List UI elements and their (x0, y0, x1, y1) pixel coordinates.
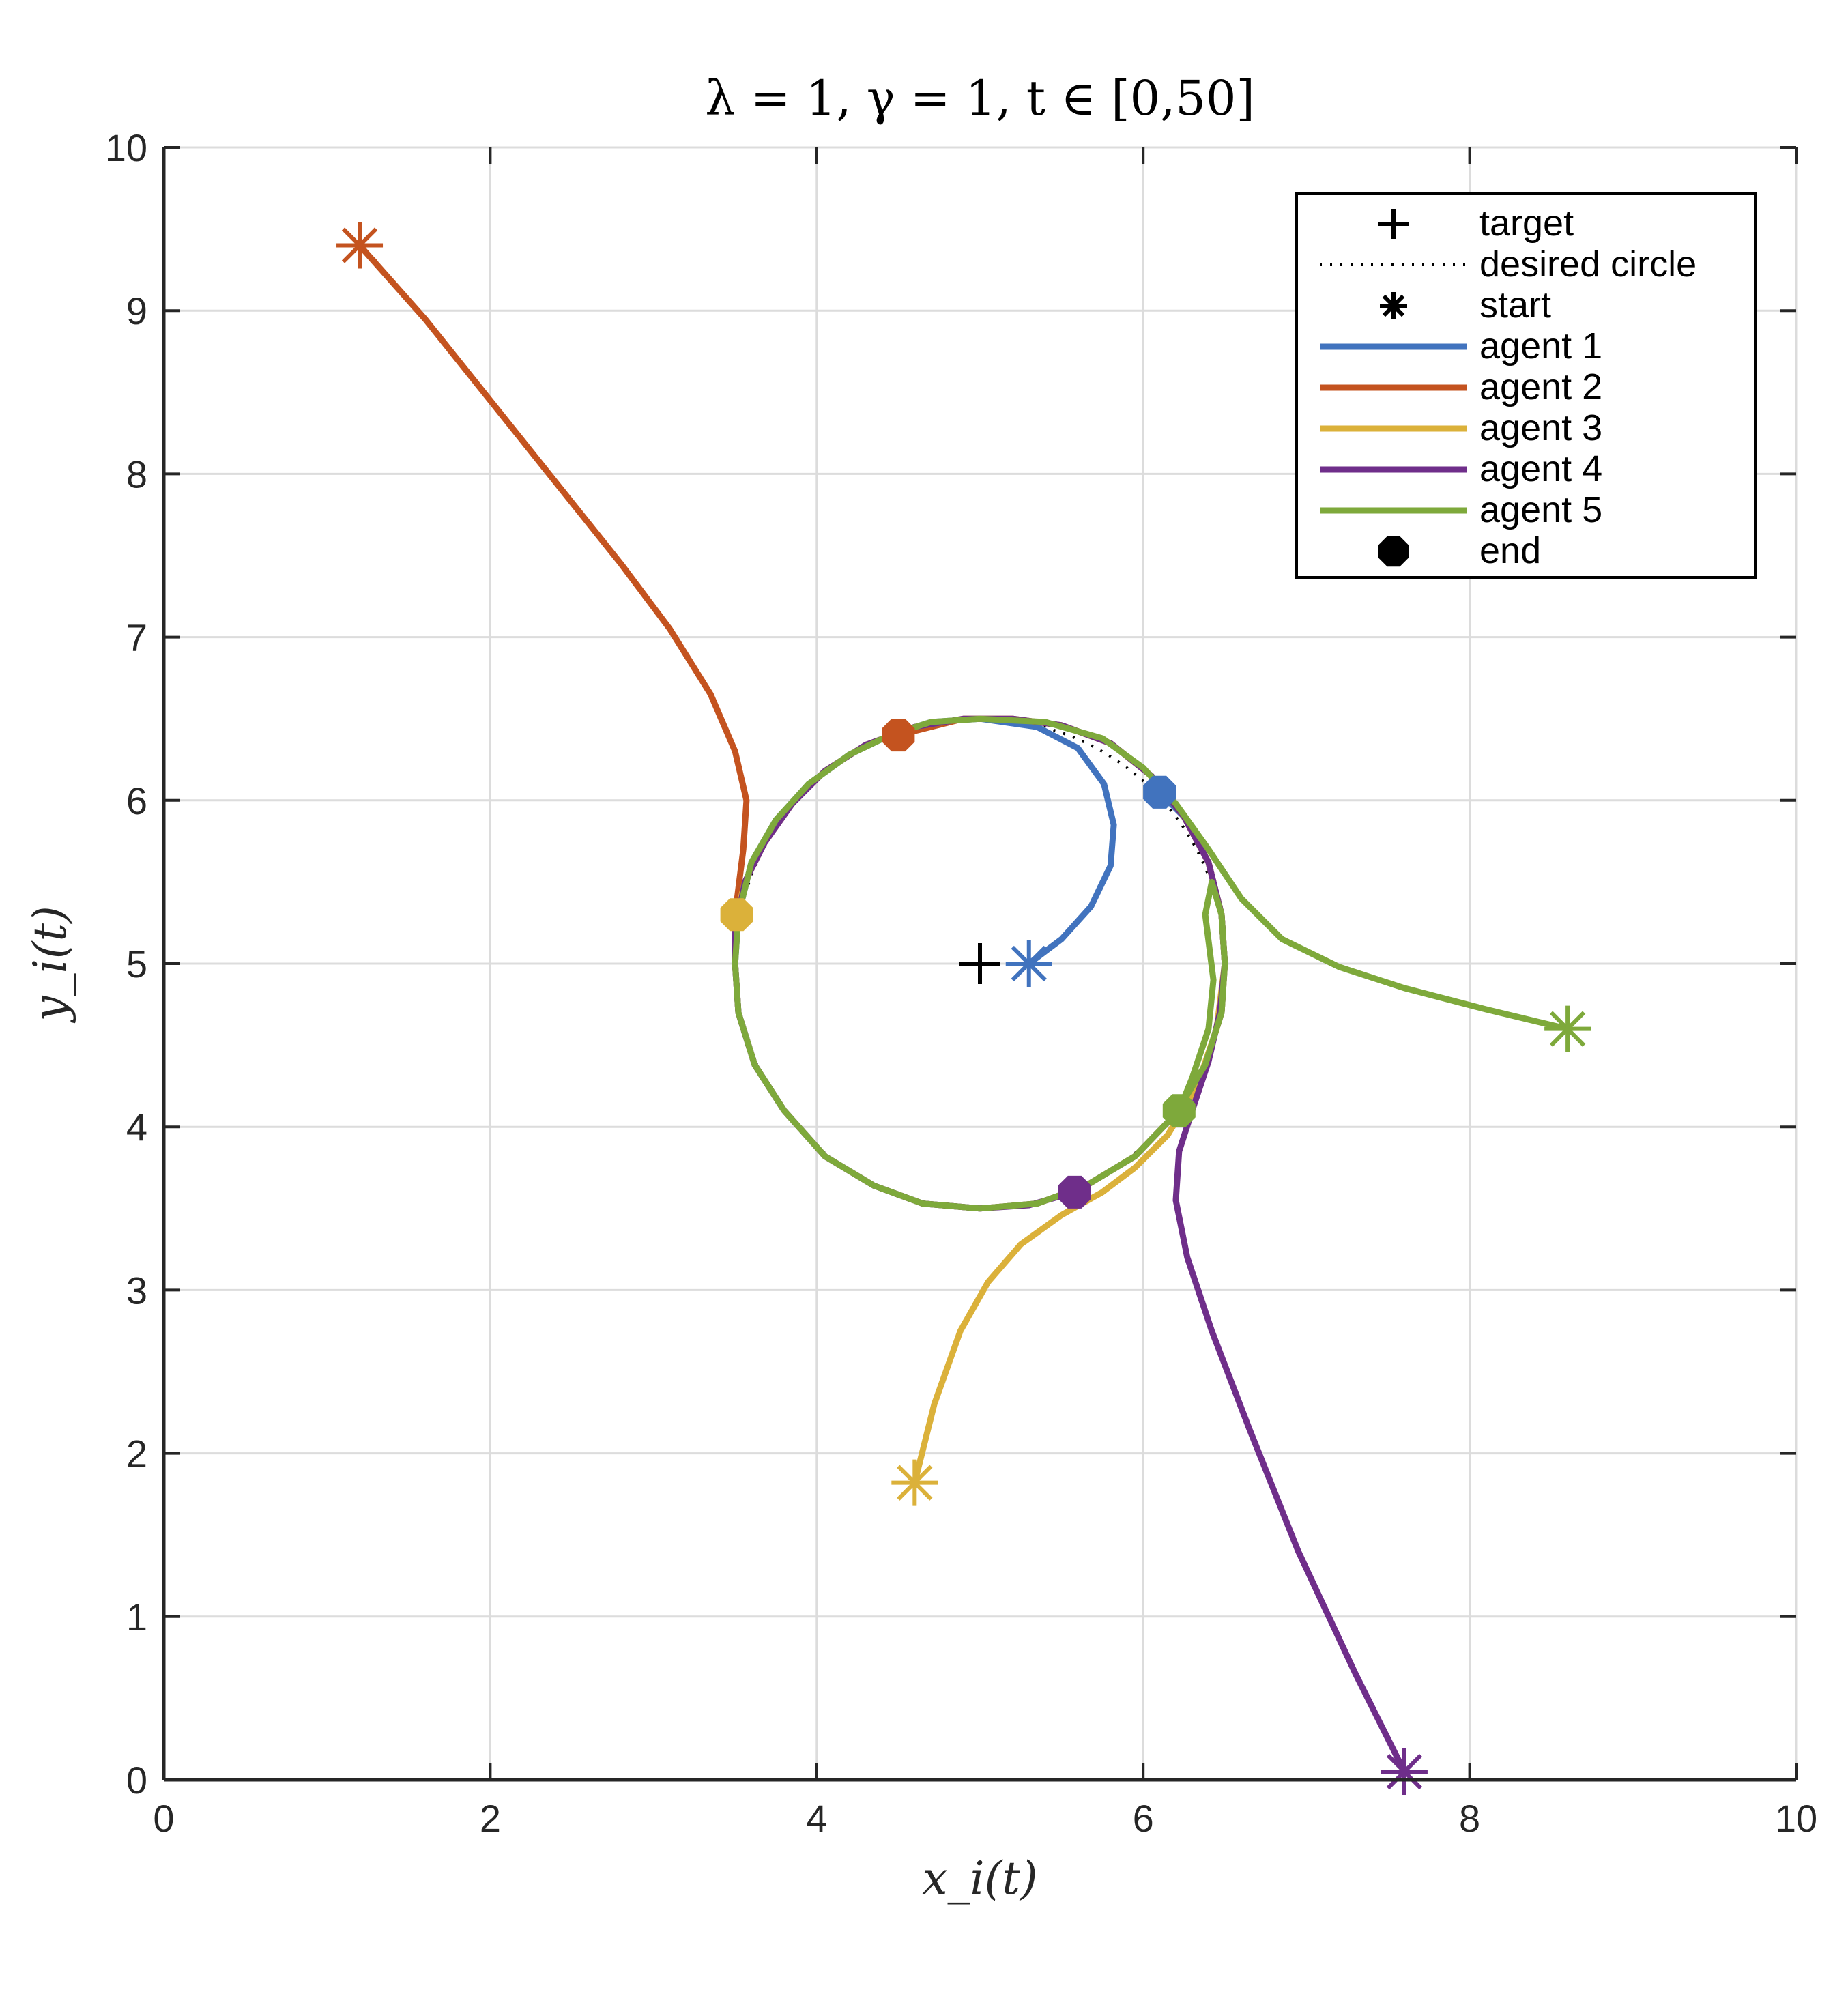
agent-3-start-marker (891, 1459, 938, 1506)
legend-label-agent-2: agent 2 (1479, 366, 1602, 407)
legend-symbols (1320, 209, 1467, 567)
marker-layer (336, 222, 1591, 1796)
x-tick-label-0: 0 (153, 1797, 174, 1840)
y-tick-label-6: 6 (126, 779, 147, 822)
agent-5-end-marker (1162, 1094, 1196, 1127)
y-tick-label-2: 2 (126, 1432, 147, 1475)
agent-4-end-marker (1058, 1175, 1091, 1209)
agent-5-start-marker (1544, 1005, 1591, 1052)
agent-1-start-marker (1005, 940, 1052, 987)
y-tick-label-9: 9 (126, 289, 147, 332)
legend-label-end: end (1479, 530, 1541, 571)
y-tick-label-8: 8 (126, 452, 147, 495)
axes (162, 146, 1798, 1782)
y-tick-label-5: 5 (126, 942, 147, 985)
agent-5-start-marker-stroke (1549, 1011, 1586, 1047)
chart-title: λ = 1, γ = 1, t ∈ [0,50] (705, 70, 1255, 126)
target-marker (959, 943, 1000, 984)
agent-2-start-marker-stroke (341, 227, 378, 263)
y-tick-label-4: 4 (126, 1106, 147, 1149)
agent-2-end-marker (882, 719, 915, 752)
x-tick-label-8: 8 (1459, 1797, 1480, 1840)
legend: target desired circle start agent 1 agen… (1295, 192, 1757, 579)
legend-label-agent-1: agent 1 (1479, 326, 1602, 366)
y-tick-label-1: 1 (126, 1596, 147, 1639)
tick-labels: 0 2 4 6 8 10 0 1 2 3 4 5 6 7 8 9 10 (105, 126, 1817, 1840)
agent-1-start-marker-stroke (1011, 945, 1047, 982)
agent-5-line (732, 715, 1571, 1212)
legend-label-agent-4: agent 4 (1479, 448, 1602, 489)
legend-symbol-start (1380, 292, 1407, 319)
legend-symbol-target (1378, 209, 1409, 239)
x-tick-label-10: 10 (1775, 1797, 1817, 1840)
legend-symbol-end (1378, 536, 1409, 567)
series-layer (356, 242, 1571, 1775)
x-tick-label-2: 2 (480, 1797, 501, 1840)
y-tick-label-0: 0 (126, 1759, 147, 1802)
agent-4-start-marker-stroke (1386, 1753, 1423, 1790)
x-tick-label-4: 4 (806, 1797, 827, 1840)
grid (162, 146, 1798, 1781)
y-tick-label-3: 3 (126, 1269, 147, 1312)
x-axis-label: x_i(t) (922, 1852, 1037, 1905)
legend-label-target: target (1479, 203, 1574, 244)
legend-label-start: start (1479, 285, 1551, 326)
x-tick-label-6: 6 (1133, 1797, 1154, 1840)
agent-3-start-marker-stroke (897, 1465, 933, 1501)
legend-symbol-start-stroke (1382, 294, 1405, 317)
agent-2-start-marker (336, 222, 384, 269)
legend-label-agent-5: agent 5 (1479, 489, 1602, 530)
agent-4-start-marker (1381, 1748, 1428, 1796)
y-tick-label-10: 10 (105, 126, 147, 169)
y-axis-label: y_i(t) (24, 906, 76, 1023)
agent-1-end-marker (1143, 775, 1176, 809)
legend-label-agent-3: agent 3 (1479, 407, 1602, 448)
y-tick-label-7: 7 (126, 616, 147, 659)
legend-label-desired-circle: desired circle (1479, 244, 1697, 285)
agent-3-end-marker (720, 898, 753, 932)
